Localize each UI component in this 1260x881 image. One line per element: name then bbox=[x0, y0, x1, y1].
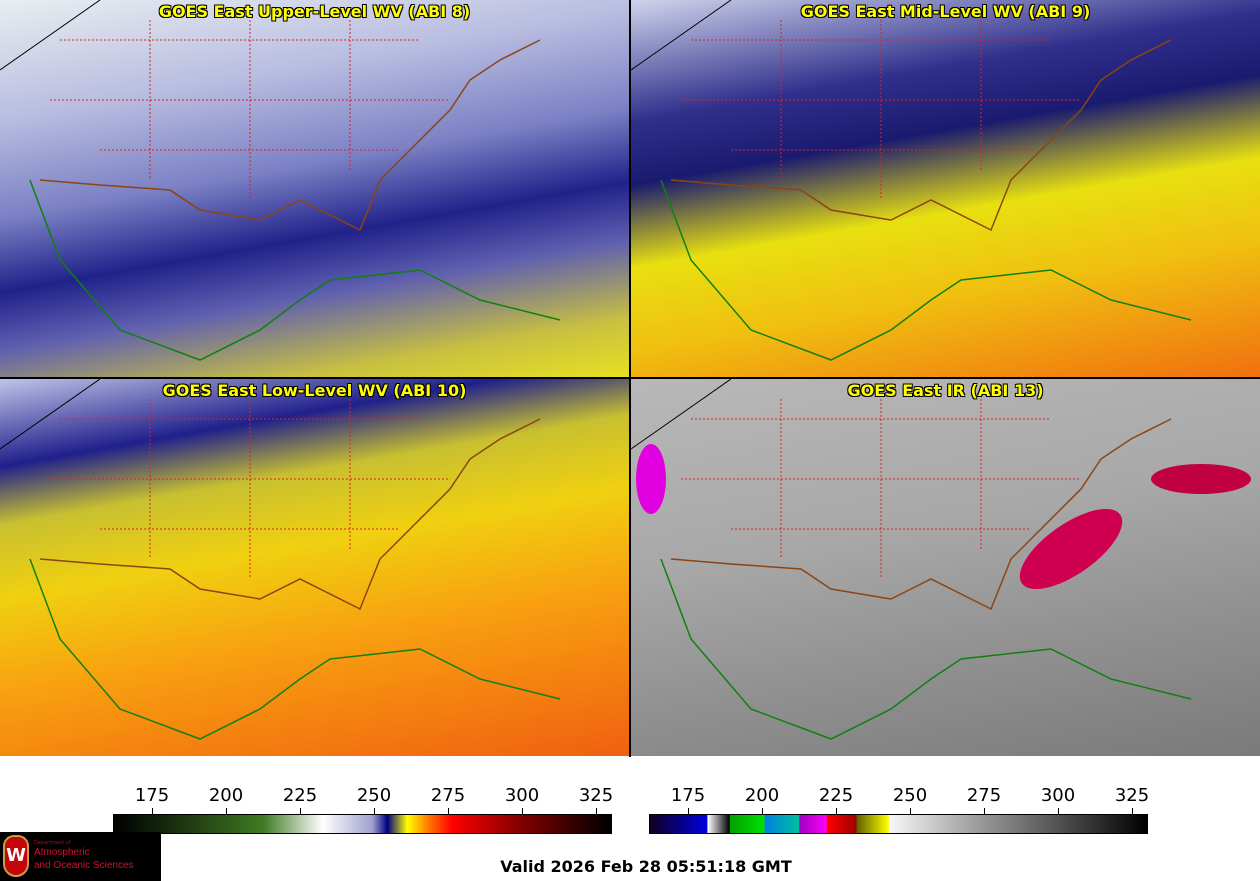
panel-mid-level-wv: GOES East Mid-Level WV (ABI 9) bbox=[631, 0, 1260, 377]
map-overlay bbox=[631, 0, 1192, 361]
panel-upper-level-wv: GOES East Upper-Level WV (ABI 8) bbox=[0, 0, 629, 377]
map-overlay bbox=[0, 379, 561, 740]
panel-title: GOES East Upper-Level WV (ABI 8) bbox=[158, 2, 471, 21]
water-vapor-tick-label: 250 bbox=[356, 785, 392, 806]
infrared-tick-label: 200 bbox=[744, 785, 780, 806]
map-overlay bbox=[631, 379, 1251, 740]
panel-divider bbox=[0, 377, 1260, 379]
infrared-tick-label: 225 bbox=[818, 785, 854, 806]
water-vapor-tick-mark bbox=[226, 808, 227, 814]
panel-title: GOES East Low-Level WV (ABI 10) bbox=[162, 381, 467, 400]
wv-colorbar bbox=[113, 814, 612, 834]
infrared-tick-mark bbox=[688, 808, 689, 814]
cloud-cold-top bbox=[636, 444, 666, 514]
water-vapor-tick-label: 300 bbox=[504, 785, 540, 806]
infrared-tick-label: 175 bbox=[670, 785, 706, 806]
uw-crest-icon: W bbox=[3, 835, 29, 877]
water-vapor-tick-label: 275 bbox=[430, 785, 466, 806]
panel-ir: GOES East IR (ABI 13) bbox=[631, 379, 1260, 756]
logo-line1: Department of bbox=[34, 840, 71, 846]
infrared-tick-mark bbox=[762, 808, 763, 814]
water-vapor-tick-mark bbox=[522, 808, 523, 814]
infrared-tick-mark bbox=[984, 808, 985, 814]
water-vapor-tick-label: 225 bbox=[282, 785, 318, 806]
water-vapor-tick-label: 200 bbox=[208, 785, 244, 806]
panel-title: GOES East Mid-Level WV (ABI 9) bbox=[800, 2, 1091, 21]
cloud-band bbox=[1019, 508, 1123, 590]
water-vapor-tick-mark bbox=[300, 808, 301, 814]
infrared-tick-mark bbox=[1132, 808, 1133, 814]
panel-title: GOES East IR (ABI 13) bbox=[847, 381, 1044, 400]
infrared-tick-label: 250 bbox=[892, 785, 928, 806]
aos-logo: W Department of Atmospheric and Oceanic … bbox=[0, 832, 161, 881]
water-vapor-tick-label: 175 bbox=[134, 785, 170, 806]
valid-time: Valid 2026 Feb 28 05:51:18 GMT bbox=[500, 857, 792, 876]
infrared-tick-mark bbox=[1058, 808, 1059, 814]
ir-colorbar bbox=[649, 814, 1148, 834]
water-vapor-tick-label: 325 bbox=[578, 785, 614, 806]
water-vapor-tick-mark bbox=[152, 808, 153, 814]
infrared-tick-label: 325 bbox=[1114, 785, 1150, 806]
infrared-tick-label: 300 bbox=[1040, 785, 1076, 806]
infrared-tick-label: 275 bbox=[966, 785, 1002, 806]
water-vapor-tick-mark bbox=[374, 808, 375, 814]
water-vapor-tick-mark bbox=[448, 808, 449, 814]
cloud-band bbox=[1151, 464, 1251, 494]
panel-low-level-wv: GOES East Low-Level WV (ABI 10) bbox=[0, 379, 629, 756]
map-overlay bbox=[0, 0, 561, 361]
infrared-tick-mark bbox=[836, 808, 837, 814]
infrared-tick-mark bbox=[910, 808, 911, 814]
logo-line3: and Oceanic Sciences bbox=[34, 860, 134, 871]
water-vapor-tick-mark bbox=[596, 808, 597, 814]
logo-line2: Atmospheric bbox=[34, 847, 90, 858]
